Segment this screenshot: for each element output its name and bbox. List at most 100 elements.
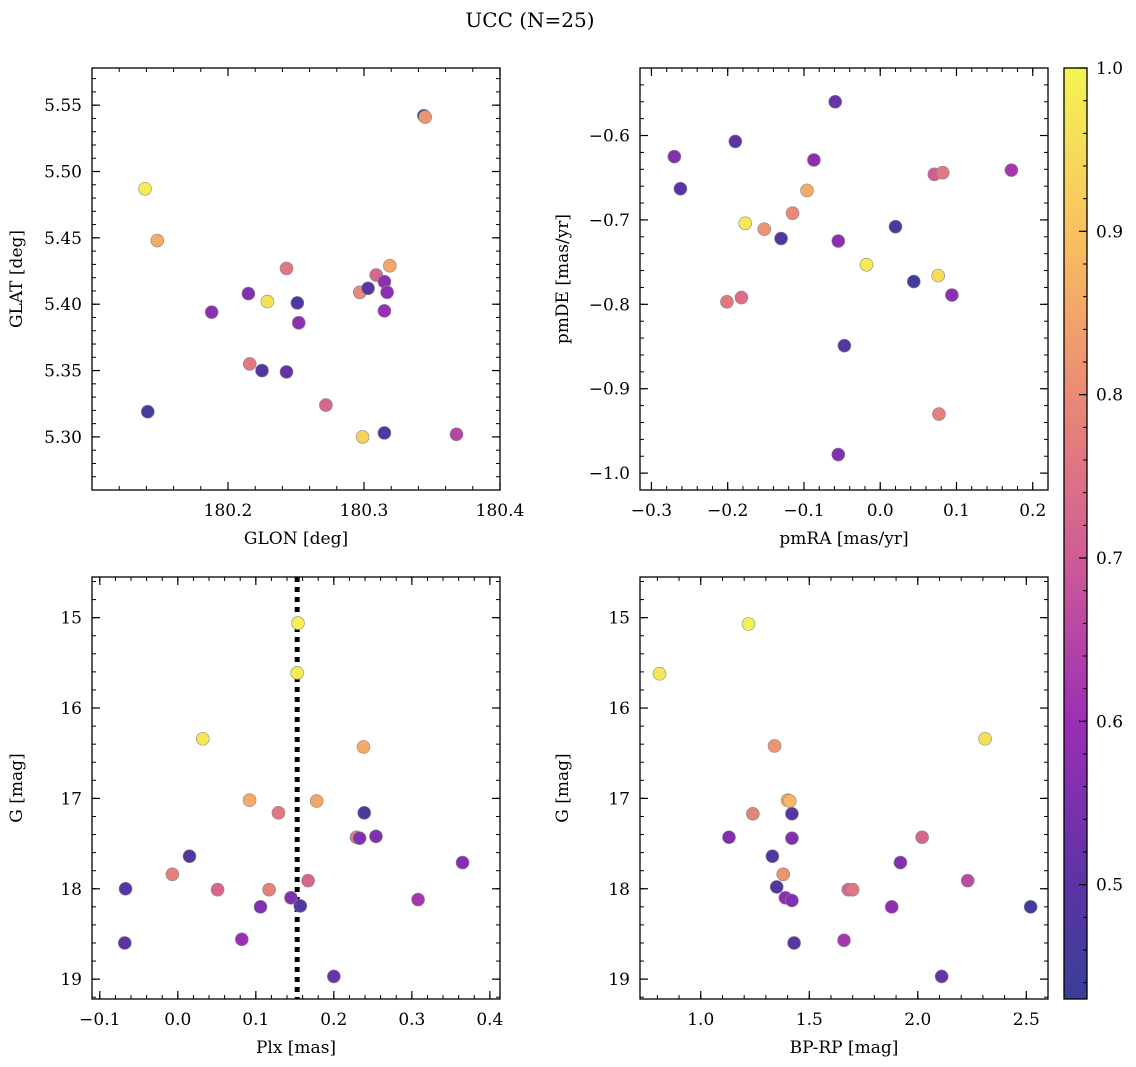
data-point: [741, 617, 756, 631]
data-point: [720, 294, 734, 309]
x-axis-label: GLON [deg]: [244, 529, 348, 549]
data-point: [728, 134, 743, 149]
data-point: [785, 806, 799, 821]
y-tick-label: −0.9: [589, 380, 630, 400]
data-point: [785, 831, 799, 845]
x-tick-label: 0.1: [943, 501, 970, 521]
x-tick-label: −0.1: [783, 501, 824, 521]
data-point: [831, 234, 846, 248]
x-tick-label: −0.2: [707, 501, 748, 521]
data-point: [1023, 900, 1038, 914]
data-point: [859, 257, 874, 272]
x-tick-label: 0.3: [398, 1010, 425, 1030]
x-tick-label: 180.2: [204, 501, 253, 521]
data-point: [449, 427, 464, 442]
data-point: [293, 899, 308, 913]
data-point: [888, 219, 903, 234]
y-tick-label: 16: [608, 699, 630, 719]
data-point: [369, 829, 383, 844]
y-tick-label: 5.50: [44, 163, 82, 183]
data-point: [279, 261, 294, 276]
figure-title: UCC (N=25): [465, 8, 594, 32]
data-point: [279, 365, 294, 379]
data-point: [204, 305, 219, 319]
data-point: [290, 296, 305, 310]
data-point: [260, 294, 275, 309]
y-tick-label: 18: [60, 880, 82, 900]
y-tick-label: 17: [60, 789, 82, 809]
y-tick-label: 5.55: [44, 96, 82, 116]
data-point: [782, 794, 797, 808]
data-point: [845, 882, 860, 897]
data-point: [807, 153, 821, 167]
colorbar-frame: [1063, 67, 1088, 1000]
y-tick-label: 18: [608, 880, 630, 900]
scatter-panels: 180.2 180.3 180.45.305.355.405.455.505.55G…: [7, 67, 1049, 1058]
data-point: [319, 398, 333, 412]
y-axis-label: pmDE [mas/yr]: [553, 214, 573, 344]
y-tick-label: 5.35: [44, 362, 82, 382]
data-point: [776, 867, 791, 882]
x-tick-label: 180.3: [340, 501, 389, 521]
data-point: [673, 181, 688, 196]
data-point: [165, 867, 180, 882]
data-point: [837, 338, 852, 353]
data-point: [253, 900, 268, 914]
data-point: [327, 969, 341, 984]
data-point: [931, 268, 945, 283]
data-point: [241, 286, 256, 301]
colorbar-tick-label: 0.6: [1096, 712, 1123, 732]
panel-3: −0.1 0.0 0.1 0.2 0.3 0.4 15 16 17 18 19 Plx [mas] G …: [7, 576, 503, 1058]
panel-1: 180.2 180.3 180.4 5.30 5.35 5.40 5.45 5.50 5.55 G…: [7, 67, 525, 549]
minor-ticks: [640, 68, 1049, 490]
y-tick-label: 16: [60, 699, 82, 719]
data-point: [301, 873, 315, 888]
data-point: [290, 665, 304, 680]
data-point: [255, 363, 269, 378]
data-point: [738, 216, 753, 231]
colorbar-tick-label: 0.7: [1096, 549, 1123, 569]
data-point: [309, 794, 324, 808]
y-tick-label: −1.0: [589, 464, 630, 484]
data-point: [893, 855, 908, 870]
x-axis-label: Plx [mas]: [256, 1038, 336, 1058]
y-tick-label: −0.8: [589, 295, 630, 315]
data-point: [284, 890, 298, 905]
y-tick-label: −0.6: [589, 127, 630, 147]
y-tick-label: 19: [60, 970, 82, 990]
data-point: [210, 882, 225, 897]
x-tick-label: 0.0: [164, 1010, 191, 1030]
data-point: [377, 426, 392, 440]
colorbar-tick-label: 1.0: [1096, 59, 1123, 79]
data-point: [722, 830, 736, 845]
data-point: [960, 873, 975, 888]
x-tick-label: −0.3: [631, 501, 672, 521]
data-point: [150, 233, 165, 248]
colorbar-tick-label: 0.5: [1096, 876, 1123, 896]
y-tick-label: 5.40: [44, 295, 82, 315]
data-point: [978, 731, 992, 746]
data-point: [182, 849, 197, 864]
x-tick-label: 1.0: [687, 1010, 714, 1030]
data-point: [757, 222, 772, 237]
data-point: [787, 936, 801, 950]
data-point: [828, 94, 843, 109]
x-tick-label: 0.4: [476, 1010, 503, 1030]
minor-ticks: [92, 68, 500, 490]
data-point: [934, 969, 949, 984]
x-tick-label: −0.1: [79, 1010, 120, 1030]
data-point: [800, 183, 814, 198]
y-axis-label: G [mag]: [7, 753, 27, 822]
data-point: [356, 740, 371, 754]
x-tick-label: 2.0: [904, 1010, 931, 1030]
axes-frame: [91, 67, 501, 491]
y-tick-label: 5.30: [44, 428, 82, 448]
x-tick-label: 180.4: [476, 501, 525, 521]
data-point: [383, 258, 397, 273]
data-point: [765, 849, 780, 864]
colorbar: 0.5 0.6 0.7 0.8 0.9 1.0: [1063, 59, 1123, 1000]
data-point: [117, 936, 132, 950]
data-point: [906, 274, 921, 289]
data-point: [837, 933, 851, 948]
data-point: [455, 855, 470, 870]
